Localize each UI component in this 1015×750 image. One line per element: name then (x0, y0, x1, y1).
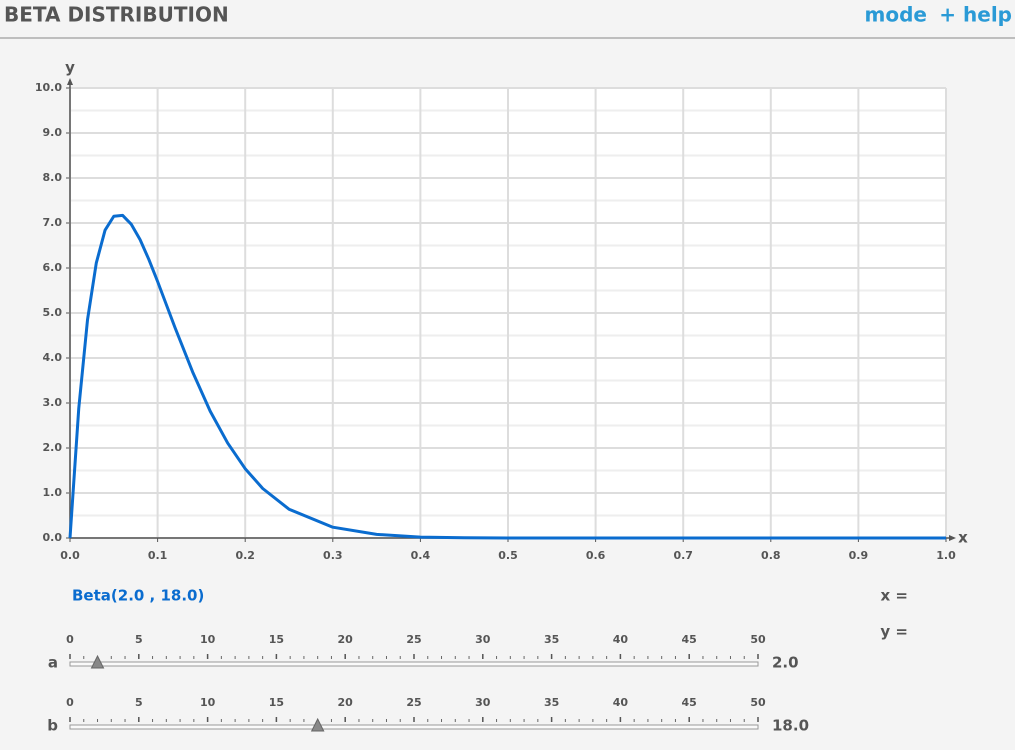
slider-track (69, 724, 759, 730)
slider-name: b (47, 717, 58, 735)
slider-tick-label: 30 (475, 696, 491, 709)
x-tick-label: 0.5 (498, 549, 518, 562)
slider-track (69, 661, 759, 667)
slider-tick-label: 40 (613, 696, 629, 709)
slider-tick-label: 35 (544, 633, 559, 646)
y-tick-label: 3.0 (43, 396, 63, 409)
slider-thumb[interactable] (310, 717, 325, 732)
x-tick-label: 1.0 (936, 549, 956, 562)
curve (68, 213, 946, 540)
slider-value: 18.0 (772, 717, 809, 735)
slider-tick-label: 50 (750, 633, 766, 646)
y-tick-label: 9.0 (43, 126, 63, 139)
x-tick-label: 0.3 (323, 549, 343, 562)
slider-tick-label: 40 (613, 633, 629, 646)
slider-tick-label: 0 (66, 696, 74, 709)
y-tick-label: 0.0 (43, 531, 63, 544)
slider-name: a (48, 654, 58, 672)
curve-label: Beta(2.0 , 18.0) (72, 587, 204, 605)
slider-tick-label: 25 (406, 633, 421, 646)
y-tick-label: 5.0 (43, 306, 63, 319)
x-axis-label: x (958, 529, 968, 547)
slider-tick-label: 25 (406, 696, 421, 709)
slider-tick-label: 0 (66, 633, 74, 646)
x-tick-label: 0.6 (586, 549, 606, 562)
slider-tick-label: 10 (200, 696, 216, 709)
y-tick-label: 2.0 (43, 441, 63, 454)
slider-tick-label: 5 (135, 696, 143, 709)
slider-tick-label: 20 (338, 696, 354, 709)
slider-value: 2.0 (772, 654, 799, 672)
slider-tick-label: 35 (544, 696, 559, 709)
slider-tick-label: 5 (135, 633, 143, 646)
x-tick-label: 0.9 (849, 549, 869, 562)
y-tick-label: 1.0 (43, 486, 63, 499)
y-tick-label: 7.0 (43, 216, 63, 229)
x-tick-label: 0.8 (761, 549, 781, 562)
x-readout: x = (881, 587, 908, 605)
x-tick-label: 0.7 (673, 549, 693, 562)
y-axis-label: y (65, 59, 75, 77)
y-tick-label: 4.0 (43, 351, 63, 364)
slider-tick-label: 15 (269, 696, 284, 709)
y-tick-label: 10.0 (35, 81, 62, 94)
x-tick-label: 0.2 (235, 549, 255, 562)
x-tick-label: 0.0 (60, 549, 80, 562)
slider-tick-label: 10 (200, 633, 216, 646)
slider-tick-label: 20 (338, 633, 354, 646)
help-link[interactable]: + help (939, 3, 1012, 27)
y-readout: y = (880, 623, 908, 641)
slider-tick-label: 30 (475, 633, 491, 646)
mode-link[interactable]: mode (865, 3, 927, 27)
slider-tick-label: 50 (750, 696, 766, 709)
y-tick-label: 6.0 (43, 261, 63, 274)
slider-thumb[interactable] (90, 654, 105, 669)
x-tick-label: 0.4 (411, 549, 431, 562)
slider-tick-label: 45 (682, 696, 697, 709)
y-tick-label: 8.0 (43, 171, 63, 184)
x-axis-arrow (949, 535, 956, 541)
slider-tick-label: 15 (269, 633, 284, 646)
y-axis-arrow (67, 78, 73, 85)
slider-tick-label: 45 (682, 633, 697, 646)
x-tick-label: 0.1 (148, 549, 168, 562)
app-title: BETA DISTRIBUTION (4, 3, 229, 27)
